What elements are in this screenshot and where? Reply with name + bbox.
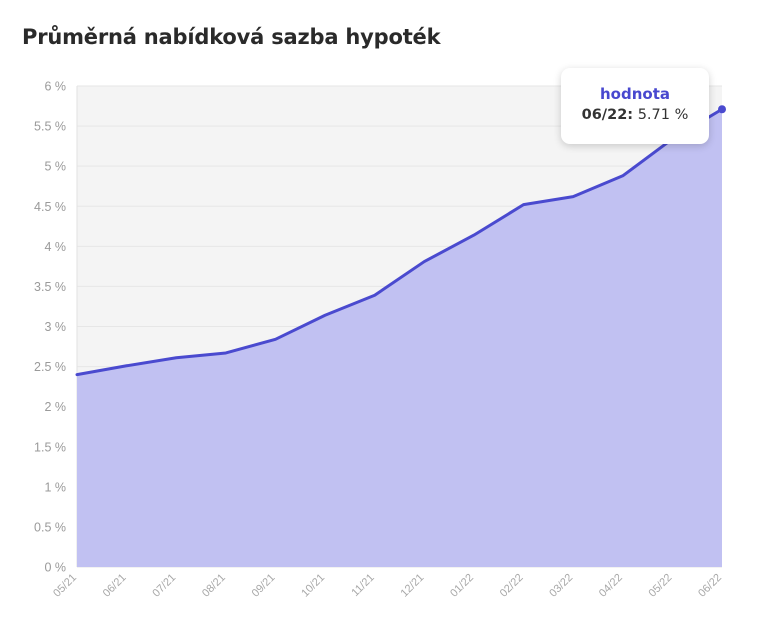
y-tick-label: 2 % xyxy=(44,400,66,414)
series-line xyxy=(75,107,724,377)
x-tick-label: 01/22 xyxy=(448,572,476,600)
y-tick-label: 4 % xyxy=(44,240,66,254)
tooltip-label: 06/22: xyxy=(581,107,634,123)
x-tick-label: 02/22 xyxy=(498,572,526,600)
y-tick-label: 1 % xyxy=(44,480,66,494)
x-tick-label: 11/21 xyxy=(349,572,376,599)
x-tick-label: 06/21 xyxy=(101,572,129,600)
y-tick-label: 3 % xyxy=(44,320,66,334)
x-tick-label: 09/21 xyxy=(250,572,278,600)
y-tick-label: 3.5 % xyxy=(34,280,66,294)
value-tooltip: hodnota 06/22: 5.71 % xyxy=(561,68,709,144)
x-tick-label: 05/21 xyxy=(51,572,79,600)
y-tick-label: 2.5 % xyxy=(34,360,66,374)
x-tick-label: 12/21 xyxy=(398,572,426,600)
y-tick-label: 6 % xyxy=(44,80,66,94)
series-area xyxy=(77,109,722,567)
tooltip-value: 5.71 % xyxy=(637,107,689,123)
x-tick-label: 06/22 xyxy=(696,572,724,600)
chart-title: Průměrná nabídková sazba hypoték xyxy=(22,25,441,49)
y-tick-label: 4.5 % xyxy=(34,200,66,214)
x-tick-label: 07/21 xyxy=(150,572,178,600)
data-point-highlight xyxy=(718,105,726,114)
y-tick-label: 0.5 % xyxy=(34,520,66,534)
x-tick-label: 05/22 xyxy=(647,572,675,600)
tooltip-line: 06/22: 5.71 % xyxy=(561,107,709,123)
x-tick-label: 10/21 xyxy=(299,572,327,600)
tooltip-title: hodnota xyxy=(600,85,670,103)
x-tick-label: 04/22 xyxy=(597,572,625,600)
y-tick-label: 5.5 % xyxy=(34,120,66,134)
x-tick-label: 08/21 xyxy=(200,572,228,600)
y-tick-label: 1.5 % xyxy=(34,440,66,454)
y-tick-label: 0 % xyxy=(44,561,66,575)
x-tick-label: 03/22 xyxy=(547,572,575,600)
y-tick-label: 5 % xyxy=(44,160,66,174)
